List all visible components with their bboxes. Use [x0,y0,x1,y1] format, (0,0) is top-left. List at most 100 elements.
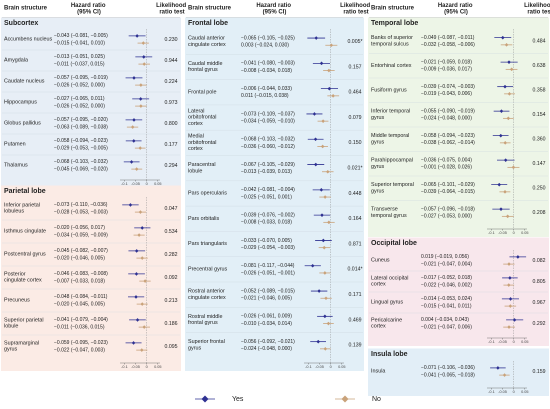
estimate-point [138,97,143,101]
estimate-point [141,41,146,45]
section-title: Frontal lobe [188,20,228,27]
p-value: 0.139 [349,343,362,349]
estimate-point [139,348,144,352]
p-value: 0.177 [165,142,178,148]
hazard-ratio-label: −0.068 (−0.103, −0.032) [241,137,295,143]
hazard-ratio-label: −0.036 (−0.075, 0.004) [421,157,472,163]
x-tick-label: -0.05 [498,340,507,344]
hazard-ratio-label: −0.017 (−0.052, 0.018) [421,275,472,281]
hazard-ratio-label: −0.049 (−0.087, −0.011) [421,35,475,41]
structure-name: Lateral orbitofrontal cortex [188,109,218,127]
hazard-ratio-label: −0.006 (−0.044, 0.033) [241,86,292,92]
hazard-ratio-label: −0.042 (−0.081, −0.004) [241,187,295,193]
p-value: 0.534 [165,229,178,235]
p-value: 0.186 [165,321,178,327]
p-value: 0.484 [533,39,546,45]
estimate-point [138,146,143,150]
estimate-point [128,203,133,207]
estimate-point [503,84,507,89]
estimate-point [134,249,139,253]
estimate-point [503,158,508,162]
p-value: 0.150 [349,140,362,146]
p-value: 0.230 [165,37,178,43]
structure-name: Postcentral gyrus [4,252,46,258]
estimate-point [131,139,136,143]
structure-name: Amygdala [4,58,28,64]
hazard-ratio-label: −0.034 (−0.059, −0.009) [54,232,108,238]
p-value: 0.973 [165,100,178,106]
hazard-ratio-label: −0.045 (−0.069, −0.020) [54,166,108,172]
hazard-ratio-label: −0.041 (−0.080, −0.003) [241,61,295,67]
structure-name: Fusiform gyrus [371,88,407,94]
hazard-ratio-label: −0.013 (−0.039, 0.013) [241,169,292,175]
hazard-ratio-label: −0.015 (−0.041, 0.010) [54,40,105,46]
hazard-ratio-label: −0.057 (−0.095, −0.020) [54,117,108,123]
estimate-point [313,162,318,167]
hazard-ratio-label: −0.048 (−0.084, −0.011) [54,294,108,300]
hazard-ratio-label: −0.036 (−0.060, −0.012) [241,144,295,150]
section-title: Temporal lobe [371,20,418,27]
hazard-ratio-label: −0.029 (−0.053, −0.005) [54,145,108,151]
estimate-point [497,182,502,187]
p-value: 0.171 [349,292,362,298]
structure-name: Transverse temporal gyrus [371,207,407,219]
hazard-ratio-label: −0.021 (−0.047, 0.004) [421,261,472,267]
x-tick-label: -0.05 [131,182,140,186]
hazard-ratio-label: −0.041 (−0.065, −0.018) [421,372,475,378]
structure-name: Pericalcarine cortex [371,318,404,330]
estimate-point [317,289,321,293]
hazard-ratio-label: −0.014 (−0.053, 0.024) [421,296,472,302]
estimate-point [319,61,324,66]
p-value: 0.092 [165,275,178,281]
p-value: 0.147 [533,161,546,167]
structure-name: Inferior parietal lobuleus [4,203,41,215]
estimate-point [329,43,334,48]
section-title: Parietal lobe [4,188,46,195]
p-value: 0.095 [165,344,178,350]
structure-name: Inferior temporal gyrus [371,109,412,121]
x-tick-label: -0.05 [498,231,507,235]
hazard-ratio-label: −0.033 (−0.070, 0.005) [241,238,292,244]
header-structure: Brain structure [188,6,232,12]
hazard-ratio-label: −0.015 (−0.041, 0.011) [421,303,472,309]
hazard-ratio-label: −0.027 (−0.065, 0.011) [54,96,105,102]
structure-name: Middle temporal gyrus [371,134,411,146]
hazard-ratio-label: 0.019 (−0.019, 0.056) [421,254,469,260]
hazard-ratio-label: −0.020 (−0.056, 0.017) [54,225,105,231]
hazard-ratio-label: −0.011 (−0.036, 0.015) [54,324,105,330]
hazard-ratio-label: −0.020 (−0.045, 0.005) [54,301,105,307]
hazard-ratio-label: −0.010 (−0.034, 0.014) [241,321,292,327]
hazard-ratio-label: −0.056 (−0.092, −0.021) [241,339,295,345]
estimate-point [313,137,318,142]
estimate-point [143,279,147,283]
structure-name: Precuneus [4,298,30,304]
x-tick-label: -0.1 [488,231,495,235]
structure-name: Posterior cingulate cortex [4,272,42,284]
estimate-point [502,373,507,377]
x-tick-label: 0.05 [338,365,345,369]
estimate-point [320,144,325,149]
x-tick-label: 0 [146,365,148,369]
hazard-ratio-label: −0.058 (−0.094, −0.023) [54,138,108,144]
hazard-ratio-label: −0.026 (−0.051, −0.001) [241,270,295,276]
structure-name: Lateral occipital cortex [371,276,410,288]
estimate-point [507,262,511,266]
estimate-point [505,214,510,219]
header-lrt: Likelihood ratio test [524,2,550,15]
estimate-point [142,62,147,66]
hazard-ratio-label: −0.068 (−0.103, −0.032) [54,159,108,165]
legend-label: Yes [232,396,244,403]
p-value: 0.638 [533,63,546,69]
x-tick-label: -0.05 [498,390,507,394]
estimate-point [134,167,139,171]
structure-name: Caudal anterior cingulate cortex [188,36,226,48]
structure-name: Pars triangularis [188,241,227,247]
estimate-point [135,318,140,322]
legend-label: No [372,396,381,403]
section-background [368,17,549,237]
structure-name: Superior frontal gyrus [188,340,226,352]
p-value: 0.005* [347,39,362,45]
hazard-ratio-label: 0.011 (−0.015, 0.038) [241,93,289,99]
estimate-point [507,60,511,64]
structure-name: Paracentral lobule [188,162,217,174]
